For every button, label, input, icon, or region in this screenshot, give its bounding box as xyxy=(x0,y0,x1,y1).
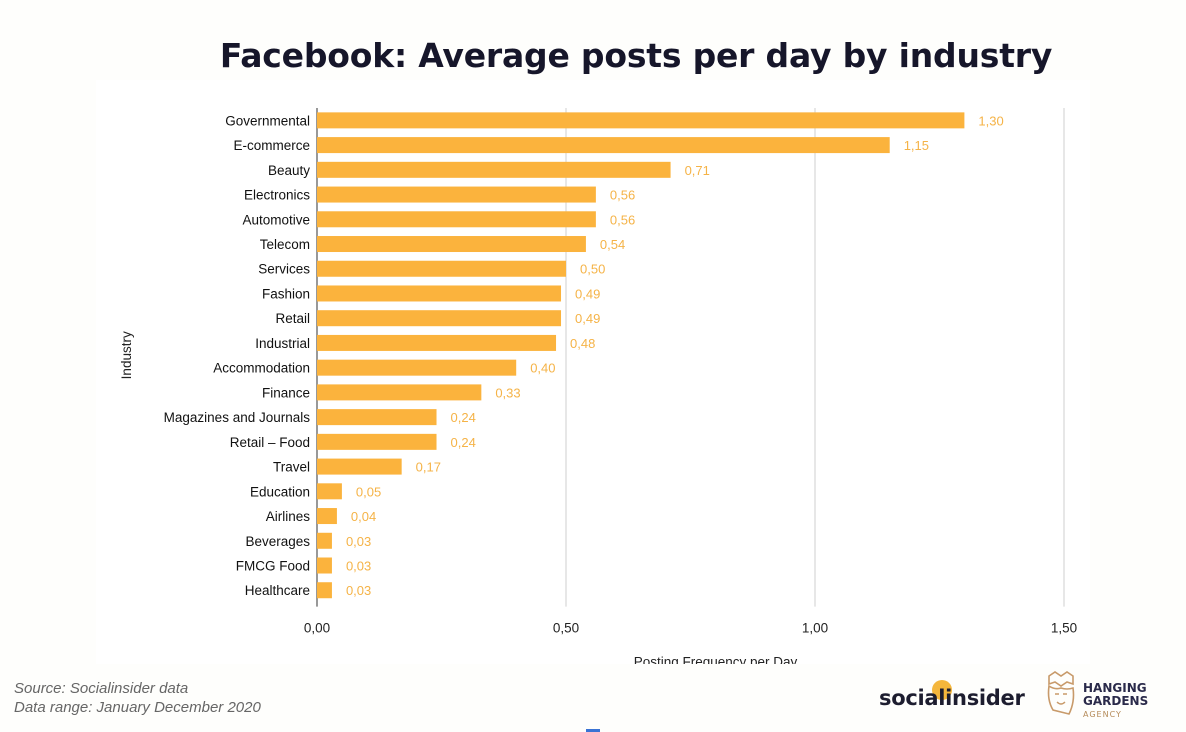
page-title: Facebook: Average posts per day by indus… xyxy=(219,36,1053,75)
source-note: Source: Socialinsider data xyxy=(14,680,189,697)
bar xyxy=(317,310,562,327)
x-tick-label: 0,50 xyxy=(553,621,579,636)
hanging-gardens-lion-icon xyxy=(1047,671,1075,715)
category-label: Automotive xyxy=(242,212,310,227)
value-label: 0,05 xyxy=(356,484,381,499)
x-tick-label: 1,00 xyxy=(802,621,828,636)
value-label: 0,54 xyxy=(600,237,625,252)
bar xyxy=(317,409,437,426)
socialinsider-dot-icon xyxy=(932,680,952,700)
category-label: Services xyxy=(258,262,310,277)
bar xyxy=(317,334,557,351)
date-range-note: Data range: January December 2020 xyxy=(14,699,261,716)
value-label: 0,49 xyxy=(575,286,600,301)
value-label: 0,24 xyxy=(451,435,476,450)
category-label: Fashion xyxy=(262,286,310,301)
bar xyxy=(317,137,890,154)
value-label: 1,15 xyxy=(904,138,929,153)
category-label: Magazines and Journals xyxy=(164,410,311,425)
value-label: 0,71 xyxy=(685,163,710,178)
value-label: 1,30 xyxy=(978,113,1003,128)
cursor-marker xyxy=(586,729,600,732)
bar xyxy=(317,285,562,302)
category-label: Telecom xyxy=(260,237,310,252)
bar xyxy=(317,532,332,549)
category-label: Beauty xyxy=(268,163,310,178)
category-label: Governmental xyxy=(225,113,310,128)
value-label: 0,56 xyxy=(610,188,635,203)
value-label: 0,33 xyxy=(495,385,520,400)
category-label: Retail xyxy=(275,311,310,326)
category-label: Accommodation xyxy=(213,361,310,376)
bar xyxy=(317,384,482,401)
bar xyxy=(317,112,965,129)
hg-line-1: HANGING xyxy=(1083,681,1147,695)
category-label: Travel xyxy=(273,460,310,475)
value-label: 0,03 xyxy=(346,559,371,574)
category-label: Industrial xyxy=(255,336,310,351)
value-label: 0,24 xyxy=(451,410,476,425)
x-tick-label: 0,00 xyxy=(304,621,330,636)
value-label: 0,40 xyxy=(530,361,555,376)
chart-panel: Governmental 1,30 E-commerce 1,15 Beauty 0,71… xyxy=(96,80,1090,664)
x-axis-title: Posting Frequency per Day xyxy=(634,655,798,664)
category-label: Finance xyxy=(262,385,310,400)
bar xyxy=(317,211,596,228)
value-label: 0,56 xyxy=(610,212,635,227)
bar xyxy=(317,557,332,574)
bar xyxy=(317,458,402,475)
value-label: 0,04 xyxy=(351,509,376,524)
x-tick-label: 1,50 xyxy=(1051,621,1077,636)
hg-line-3: AGENCY xyxy=(1083,710,1122,719)
bar xyxy=(317,582,332,599)
value-label: 0,03 xyxy=(346,583,371,598)
hg-line-2: GARDENS xyxy=(1083,694,1149,708)
category-label: Beverages xyxy=(245,534,310,549)
bar xyxy=(317,236,586,253)
category-label: Airlines xyxy=(266,509,311,524)
bar xyxy=(317,483,342,500)
value-label: 0,49 xyxy=(575,311,600,326)
bar xyxy=(317,508,337,525)
value-label: 0,17 xyxy=(416,460,441,475)
socialinsider-logo: socialinsider xyxy=(879,686,1025,710)
bar xyxy=(317,260,566,277)
bar xyxy=(317,359,517,376)
y-axis-title: Industry xyxy=(119,331,134,379)
bar xyxy=(317,186,596,203)
category-label: Electronics xyxy=(244,188,310,203)
bar-chart: Governmental 1,30 E-commerce 1,15 Beauty 0,71… xyxy=(119,108,1077,664)
bar xyxy=(317,161,671,178)
bar xyxy=(317,433,437,450)
value-label: 0,50 xyxy=(580,262,605,277)
category-label: Education xyxy=(250,484,310,499)
value-label: 0,03 xyxy=(346,534,371,549)
category-label: E-commerce xyxy=(233,138,310,153)
category-label: Retail – Food xyxy=(230,435,310,450)
category-label: FMCG Food xyxy=(236,559,310,574)
hanging-gardens-logo: HANGING GARDENS AGENCY xyxy=(1083,682,1148,721)
value-label: 0,48 xyxy=(570,336,595,351)
category-label: Healthcare xyxy=(245,583,310,598)
